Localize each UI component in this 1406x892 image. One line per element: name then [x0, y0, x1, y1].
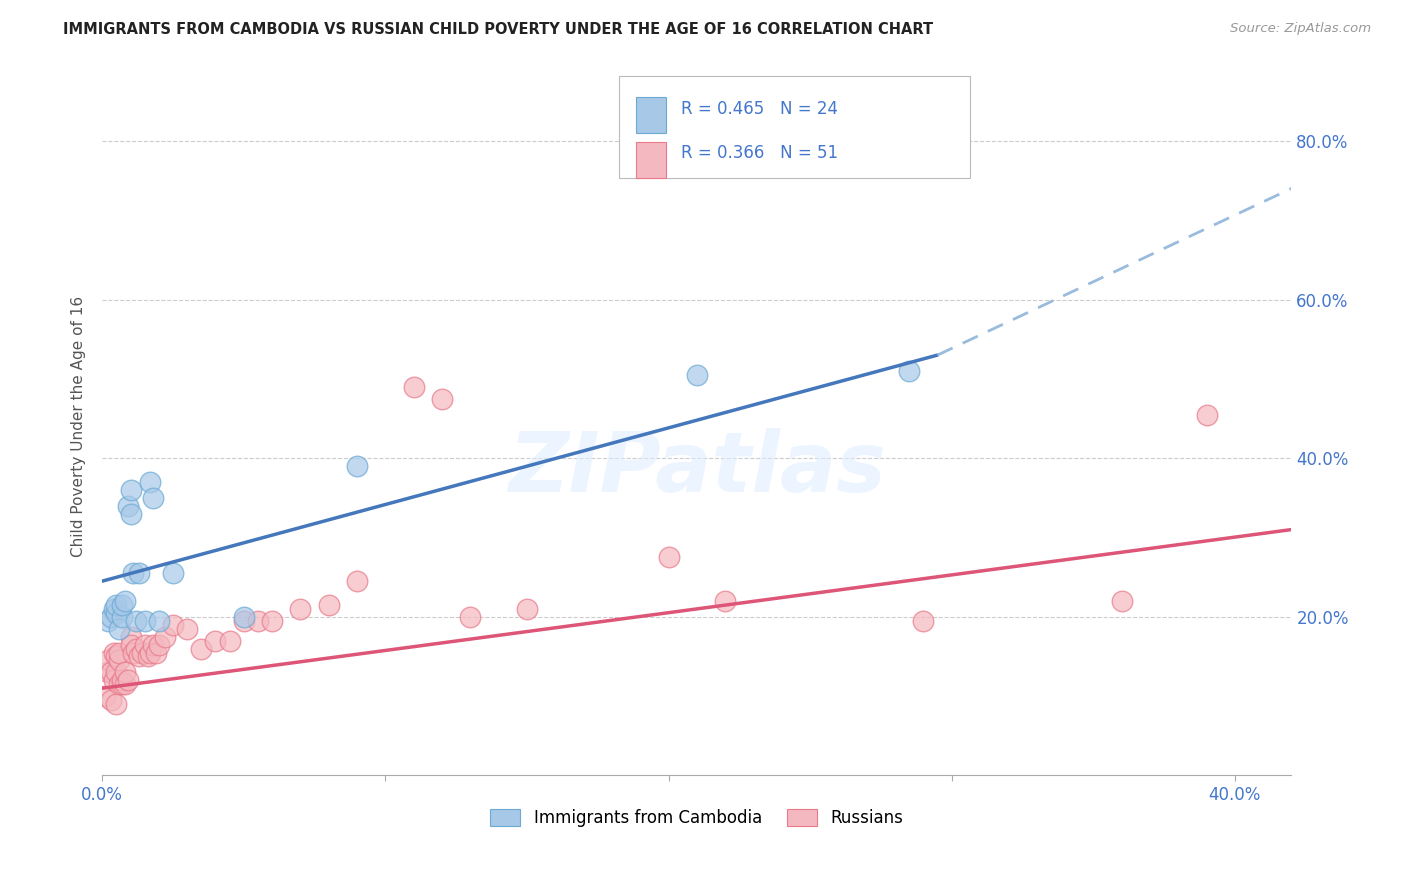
Point: [136, 649, 159, 664]
Point: [105, 665, 128, 680]
Point: [105, 606, 128, 620]
Point: [114, 677, 136, 691]
Point: [1111, 594, 1133, 608]
Point: [100, 693, 122, 707]
Point: [714, 594, 737, 608]
Point: [1195, 408, 1218, 422]
Point: [218, 633, 240, 648]
Point: [246, 614, 269, 628]
Point: [134, 638, 156, 652]
Point: [148, 638, 170, 652]
Text: Source: ZipAtlas.com: Source: ZipAtlas.com: [1230, 22, 1371, 36]
Point: [516, 602, 538, 616]
Y-axis label: Child Poverty Under the Age of 16: Child Poverty Under the Age of 16: [72, 296, 86, 557]
Point: [103, 673, 125, 688]
Point: [97, 614, 120, 628]
Point: [114, 594, 136, 608]
Point: [100, 665, 122, 680]
Point: [94, 689, 117, 703]
Point: [128, 566, 150, 581]
Text: ZIPatlas: ZIPatlas: [508, 428, 886, 508]
Point: [346, 574, 368, 589]
Point: [125, 641, 148, 656]
Point: [402, 380, 425, 394]
Point: [190, 641, 212, 656]
Point: [108, 653, 131, 667]
Point: [103, 602, 125, 616]
Point: [460, 610, 482, 624]
Point: [162, 617, 184, 632]
Point: [686, 368, 709, 382]
Point: [346, 459, 368, 474]
Point: [128, 649, 150, 664]
Point: [145, 646, 167, 660]
Point: [97, 665, 120, 680]
Point: [117, 499, 139, 513]
Point: [120, 483, 142, 497]
Point: [131, 646, 153, 660]
Text: IMMIGRANTS FROM CAMBODIA VS RUSSIAN CHILD POVERTY UNDER THE AGE OF 16 CORRELATIO: IMMIGRANTS FROM CAMBODIA VS RUSSIAN CHIL…: [63, 22, 934, 37]
Point: [122, 646, 145, 660]
Point: [142, 491, 165, 505]
Point: [105, 649, 128, 664]
Point: [262, 614, 284, 628]
Legend: Immigrants from Cambodia, Russians: Immigrants from Cambodia, Russians: [484, 802, 910, 833]
Point: [148, 614, 170, 628]
Point: [430, 392, 453, 406]
Point: [657, 550, 679, 565]
Point: [232, 614, 254, 628]
Point: [117, 673, 139, 688]
Point: [232, 610, 254, 624]
Point: [142, 638, 165, 652]
Point: [153, 630, 176, 644]
Point: [105, 697, 128, 711]
Point: [111, 677, 134, 691]
Point: [139, 475, 162, 489]
Point: [108, 646, 131, 660]
Point: [290, 602, 312, 616]
Point: [912, 614, 935, 628]
Point: [108, 677, 131, 691]
Point: [318, 598, 340, 612]
Point: [125, 614, 148, 628]
Point: [120, 638, 142, 652]
Point: [120, 507, 142, 521]
Point: [114, 665, 136, 680]
Point: [134, 614, 156, 628]
Text: R = 0.366   N = 51: R = 0.366 N = 51: [681, 144, 838, 161]
Point: [204, 633, 226, 648]
Point: [898, 364, 921, 378]
Point: [108, 622, 131, 636]
Point: [97, 653, 120, 667]
Point: [111, 598, 134, 612]
Point: [139, 646, 162, 660]
Point: [122, 566, 145, 581]
Point: [111, 673, 134, 688]
Text: R = 0.465   N = 24: R = 0.465 N = 24: [681, 100, 838, 118]
Point: [176, 622, 198, 636]
Point: [103, 646, 125, 660]
Point: [100, 610, 122, 624]
Point: [105, 598, 128, 612]
Point: [120, 630, 142, 644]
Point: [111, 610, 134, 624]
Point: [162, 566, 184, 581]
